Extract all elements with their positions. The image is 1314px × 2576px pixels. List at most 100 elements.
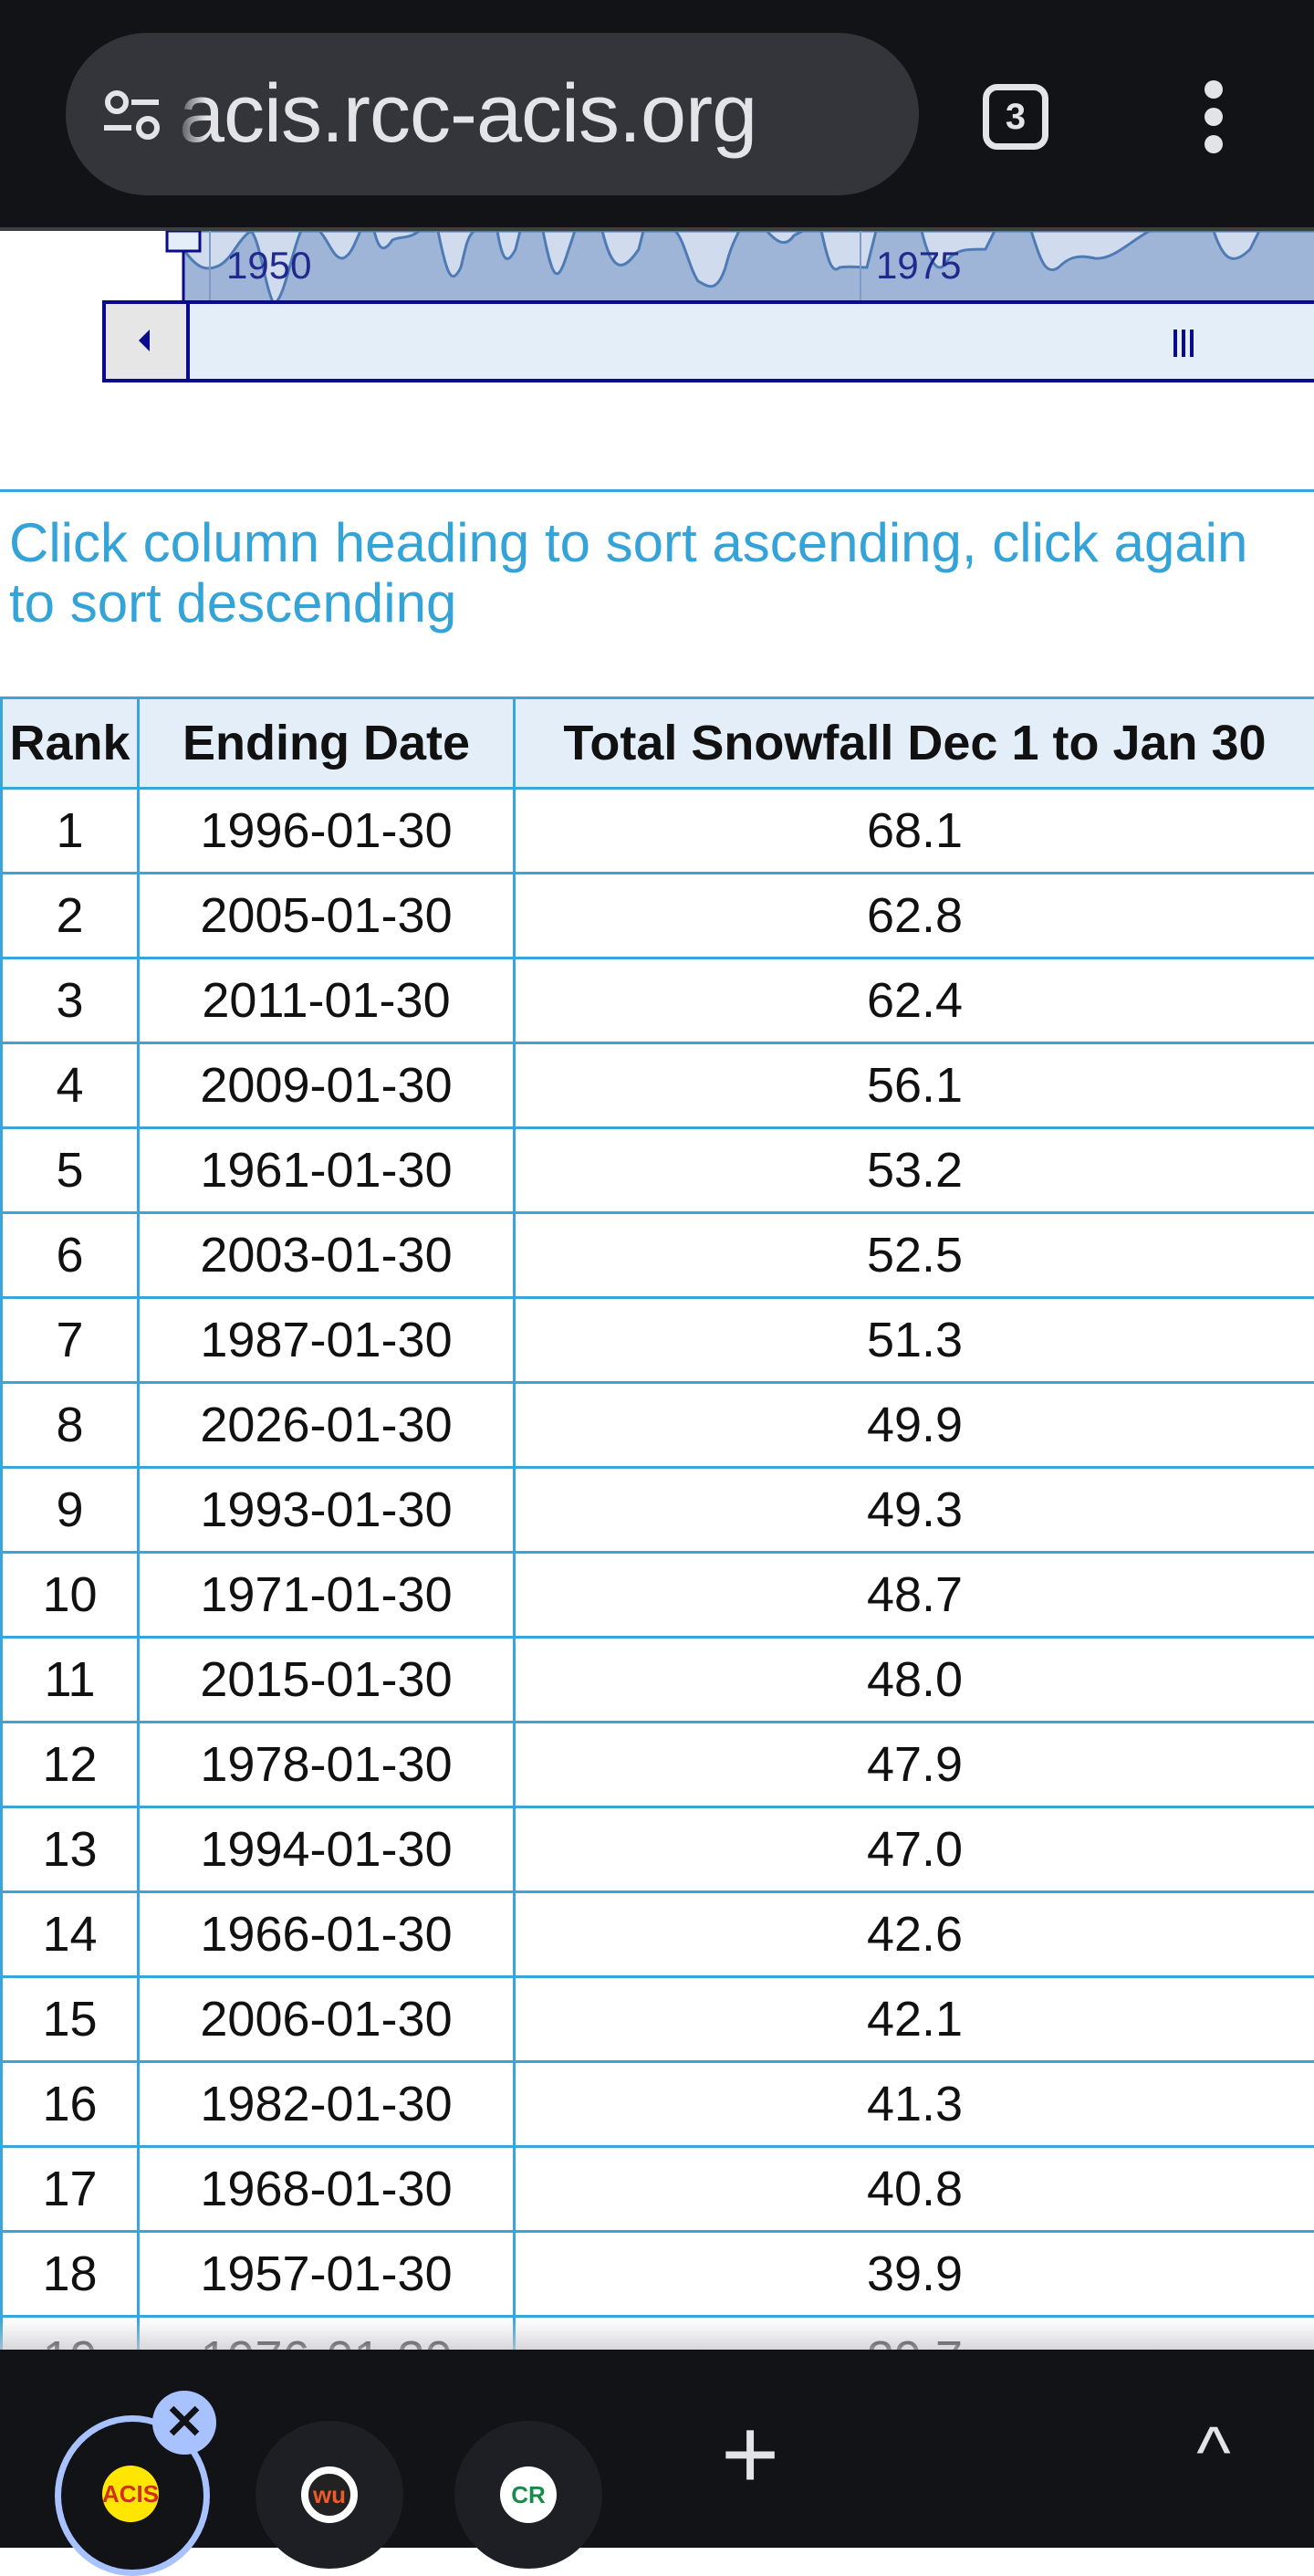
cell-total-snowfall: 51.3 bbox=[515, 1298, 1314, 1383]
cell-total-snowfall: 47.9 bbox=[515, 1723, 1314, 1807]
cell-rank: 7 bbox=[2, 1298, 139, 1383]
cell-ending-date: 1966-01-30 bbox=[139, 1892, 515, 1977]
cell-total-snowfall: 41.3 bbox=[515, 2062, 1314, 2147]
url-bar[interactable]: acis.rcc-acis.org bbox=[66, 33, 919, 195]
cell-ending-date: 2026-01-30 bbox=[139, 1383, 515, 1468]
cell-ending-date: 1994-01-30 bbox=[139, 1807, 515, 1892]
divider bbox=[0, 489, 1314, 492]
chart-navigator[interactable]: 1950 1975 bbox=[0, 231, 1314, 304]
scrollbar-grip-icon[interactable] bbox=[1173, 330, 1201, 357]
more-vert-icon[interactable] bbox=[1195, 80, 1232, 153]
cell-ending-date: 1982-01-30 bbox=[139, 2062, 515, 2147]
cell-rank: 8 bbox=[2, 1383, 139, 1468]
close-icon[interactable]: ✕ bbox=[152, 2391, 216, 2455]
year-label-1950: 1950 bbox=[226, 244, 311, 287]
cell-rank: 6 bbox=[2, 1213, 139, 1298]
cell-ending-date: 1987-01-30 bbox=[139, 1298, 515, 1383]
cell-rank: 13 bbox=[2, 1807, 139, 1892]
wu-favicon: wu bbox=[301, 2466, 358, 2523]
scroll-fade bbox=[0, 2319, 1314, 2350]
cell-total-snowfall: 53.2 bbox=[515, 1128, 1314, 1213]
cell-ending-date: 2003-01-30 bbox=[139, 1213, 515, 1298]
tune-icon[interactable] bbox=[100, 89, 164, 141]
cell-total-snowfall: 40.8 bbox=[515, 2147, 1314, 2232]
sort-hint: Click column heading to sort ascending, … bbox=[0, 513, 1305, 634]
column-header-total-snowfall[interactable]: Total Snowfall Dec 1 to Jan 30 bbox=[515, 698, 1314, 789]
year-label-1975: 1975 bbox=[876, 244, 961, 287]
cell-ending-date: 1971-01-30 bbox=[139, 1553, 515, 1638]
cell-rank: 10 bbox=[2, 1553, 139, 1638]
cell-total-snowfall: 48.7 bbox=[515, 1553, 1314, 1638]
cell-ending-date: 1957-01-30 bbox=[139, 2232, 515, 2317]
chevron-up-icon[interactable]: ^ bbox=[1186, 2403, 1241, 2503]
cell-rank: 15 bbox=[2, 1977, 139, 2062]
cell-total-snowfall: 52.5 bbox=[515, 1213, 1314, 1298]
cell-total-snowfall: 47.0 bbox=[515, 1807, 1314, 1892]
cell-ending-date: 2006-01-30 bbox=[139, 1977, 515, 2062]
acis-favicon: ACIS bbox=[102, 2466, 159, 2522]
navigator-scrollbar[interactable] bbox=[102, 300, 1314, 382]
scroll-left-arrow-icon[interactable] bbox=[106, 304, 190, 379]
tab-acis[interactable]: ACIS ✕ bbox=[55, 2415, 210, 2576]
cell-rank: 5 bbox=[2, 1128, 139, 1213]
cell-ending-date: 1961-01-30 bbox=[139, 1128, 515, 1213]
cell-rank: 16 bbox=[2, 2062, 139, 2147]
cell-total-snowfall: 62.4 bbox=[515, 958, 1314, 1043]
cell-ending-date: 2011-01-30 bbox=[139, 958, 515, 1043]
tab-strip: ACIS ✕ wu CR + ^ bbox=[0, 2350, 1314, 2548]
tab-switcher-button[interactable]: 3 bbox=[983, 84, 1048, 150]
new-tab-plus-icon[interactable]: + bbox=[721, 2404, 779, 2505]
url-text: acis.rcc-acis.org bbox=[179, 64, 756, 164]
cell-rank: 1 bbox=[2, 789, 139, 874]
cell-total-snowfall: 49.3 bbox=[515, 1468, 1314, 1553]
cell-rank: 18 bbox=[2, 2232, 139, 2317]
cell-rank: 11 bbox=[2, 1638, 139, 1723]
tab-cr[interactable]: CR bbox=[454, 2421, 602, 2569]
cell-rank: 14 bbox=[2, 1892, 139, 1977]
cell-rank: 3 bbox=[2, 958, 139, 1043]
cell-ending-date: 1996-01-30 bbox=[139, 789, 515, 874]
url-fade bbox=[173, 33, 206, 195]
cell-total-snowfall: 62.8 bbox=[515, 874, 1314, 958]
cell-total-snowfall: 48.0 bbox=[515, 1638, 1314, 1723]
cell-total-snowfall: 39.9 bbox=[515, 2232, 1314, 2317]
browser-toolbar: acis.rcc-acis.org 3 bbox=[0, 0, 1314, 231]
cell-ending-date: 1968-01-30 bbox=[139, 2147, 515, 2232]
navigator-handle bbox=[167, 231, 200, 251]
cell-ending-date: 2005-01-30 bbox=[139, 874, 515, 958]
cell-rank: 4 bbox=[2, 1043, 139, 1128]
cell-rank: 2 bbox=[2, 874, 139, 958]
cell-rank: 17 bbox=[2, 2147, 139, 2232]
snowfall-table: Rank Ending Date Total Snowfall Dec 1 to… bbox=[0, 696, 1314, 2403]
cell-total-snowfall: 68.1 bbox=[515, 789, 1314, 874]
cell-total-snowfall: 56.1 bbox=[515, 1043, 1314, 1128]
cell-total-snowfall: 49.9 bbox=[515, 1383, 1314, 1468]
cell-ending-date: 1993-01-30 bbox=[139, 1468, 515, 1553]
cell-total-snowfall: 42.1 bbox=[515, 1977, 1314, 2062]
cell-ending-date: 2009-01-30 bbox=[139, 1043, 515, 1128]
cell-rank: 12 bbox=[2, 1723, 139, 1807]
column-header-rank[interactable]: Rank bbox=[2, 698, 139, 789]
column-header-ending-date[interactable]: Ending Date bbox=[139, 698, 515, 789]
tab-wu[interactable]: wu bbox=[256, 2421, 403, 2569]
cell-ending-date: 1978-01-30 bbox=[139, 1723, 515, 1807]
cr-favicon: CR bbox=[500, 2466, 557, 2523]
